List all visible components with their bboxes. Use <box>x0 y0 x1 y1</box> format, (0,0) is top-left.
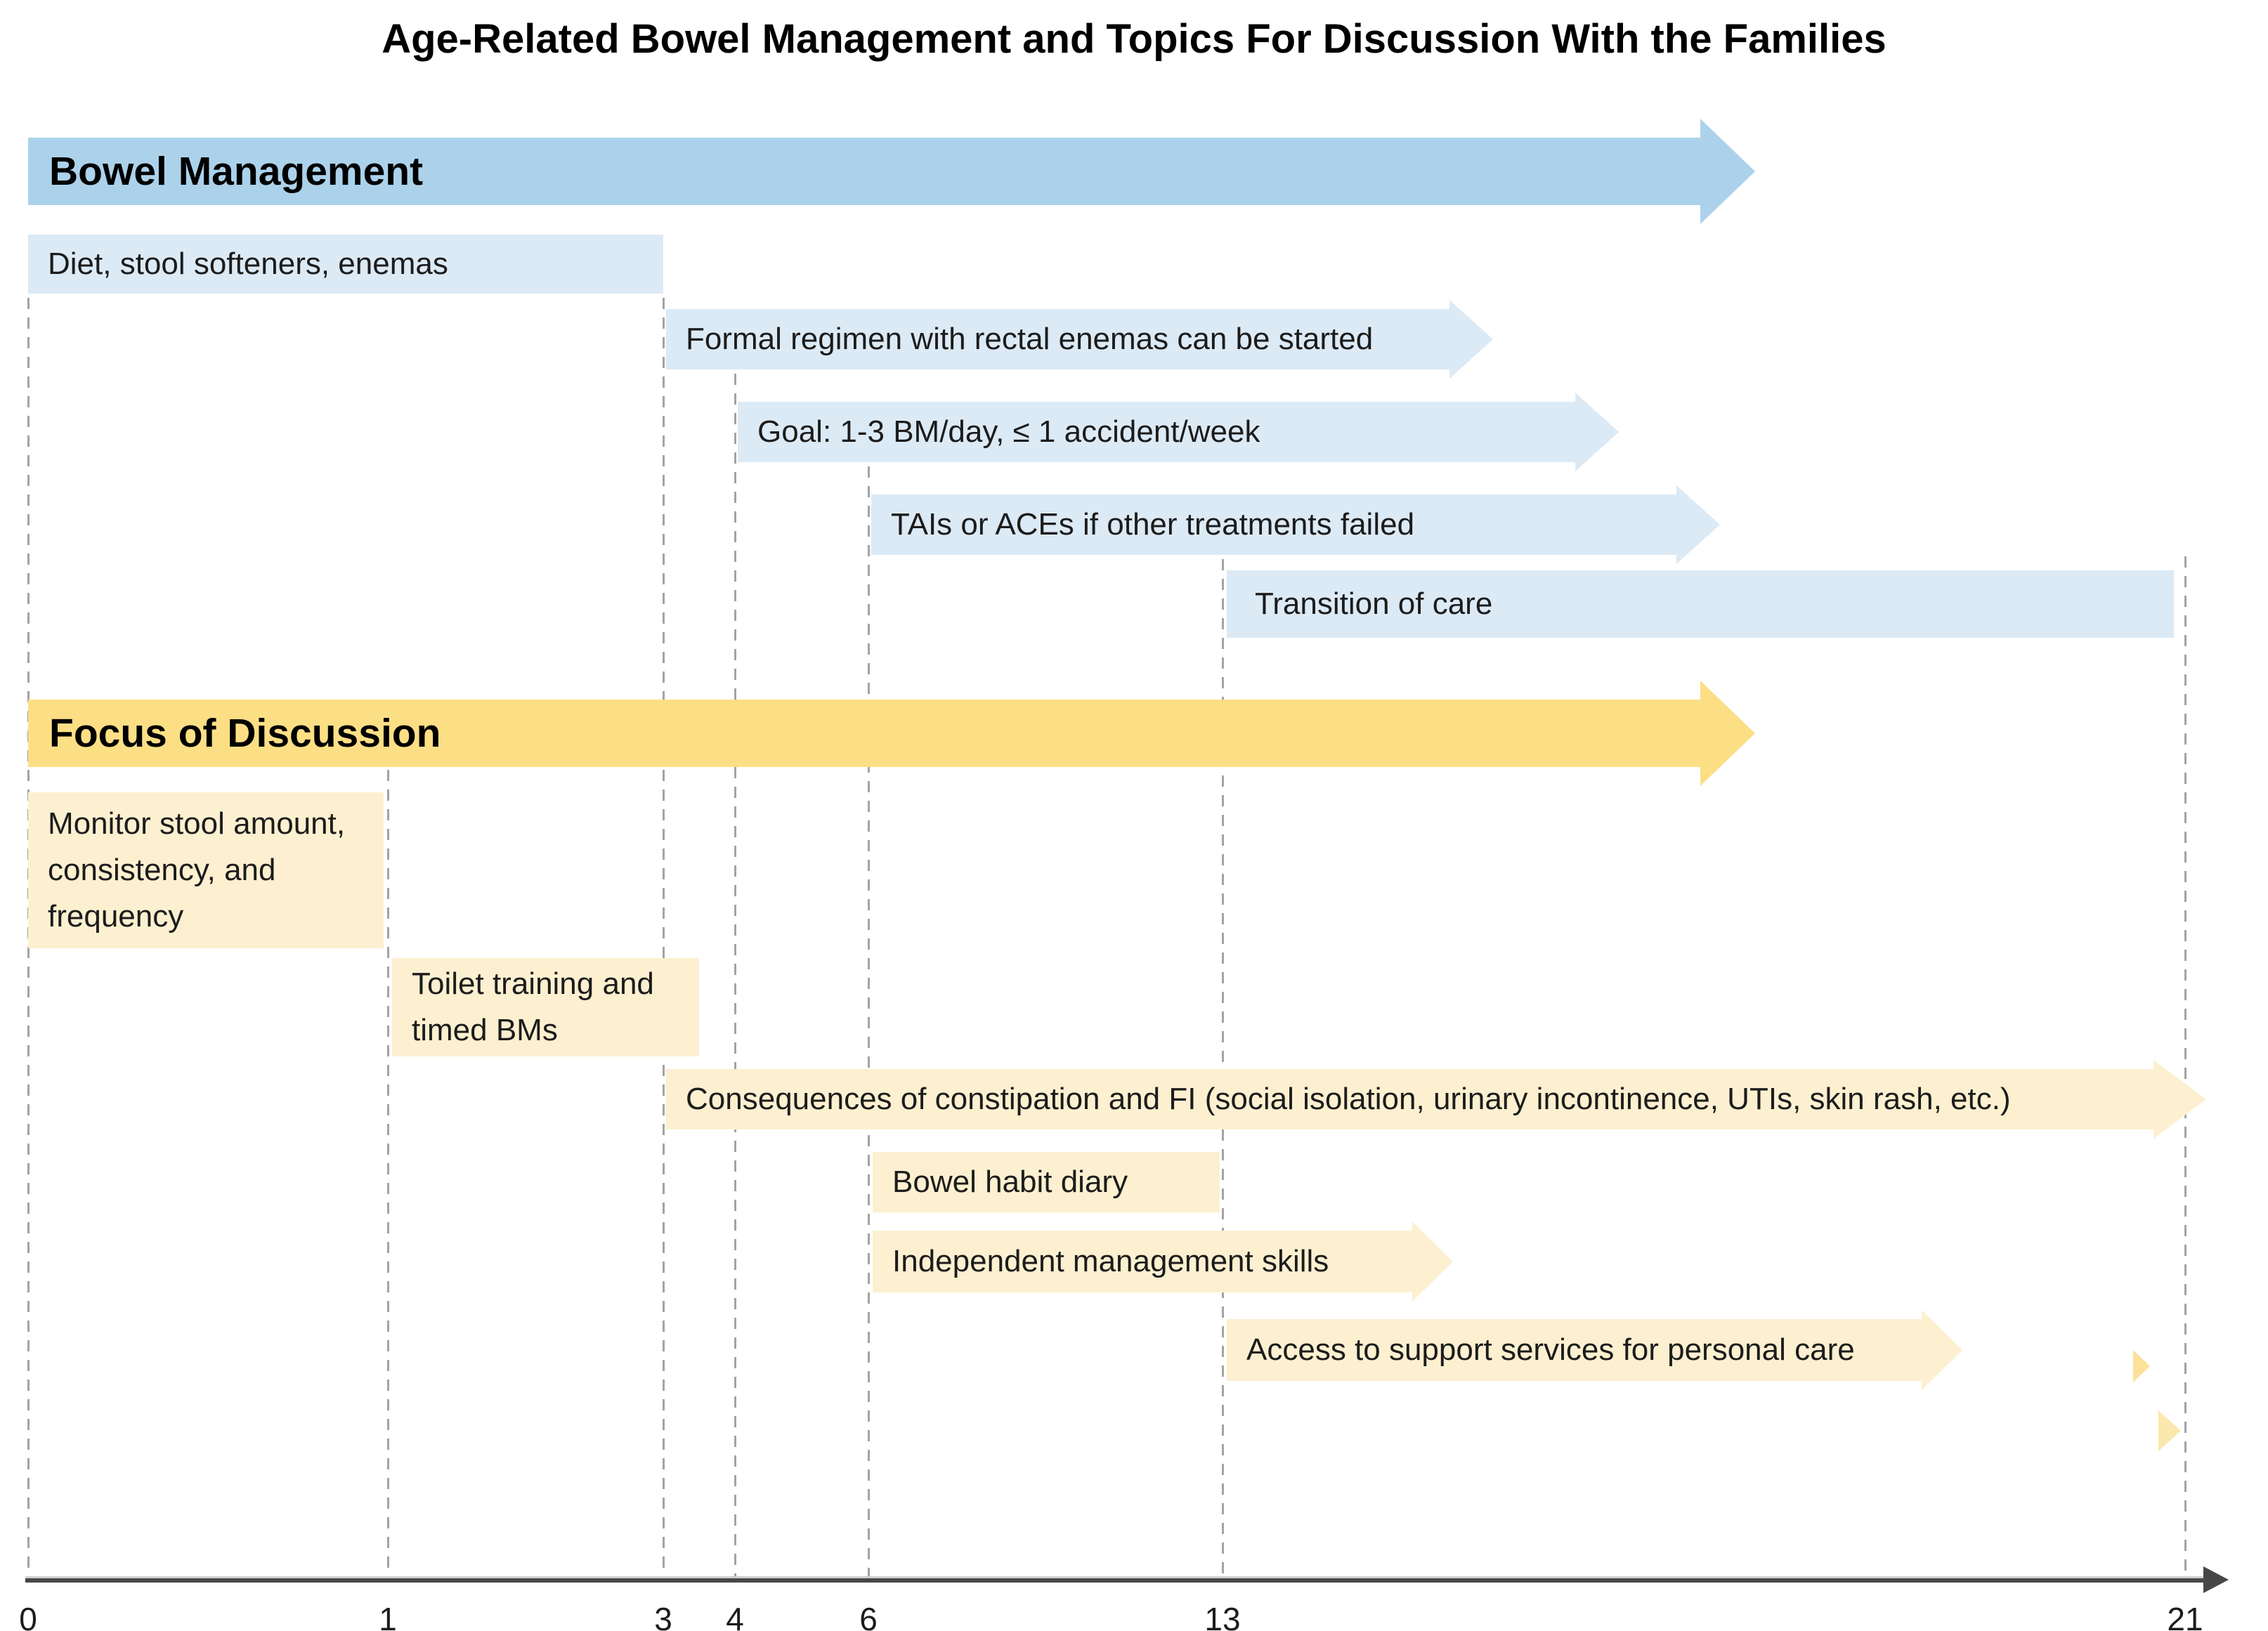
axis-tick-3: 3 <box>654 1601 672 1631</box>
formal-regimen-rectal-enemas-arrow-tip <box>1449 300 1493 379</box>
bar-monitor-stool: Monitor stool amount, consistency, and f… <box>28 792 384 948</box>
bar-goal-bm-accident: Goal: 1-3 BM/day, ≤ 1 accident/week <box>738 393 1619 471</box>
section-header-focus-of-discussion: Focus of Discussion <box>28 681 1755 786</box>
bar-access-support-services: Access to support services for personal … <box>1227 1310 1962 1390</box>
bowel-management-label: Bowel Management <box>49 149 424 194</box>
bar-diet-stool-softeners-enemas: Diet, stool softeners, enemas <box>28 235 663 294</box>
axis-tick-6: 6 <box>859 1601 878 1631</box>
gridline-age-1 <box>387 770 389 1579</box>
goal-bm-accident-arrow-tip <box>1575 393 1619 471</box>
bar-transition-of-care: Transition of care <box>1227 570 2174 638</box>
axis-tick-1: 1 <box>379 1601 397 1631</box>
bowel-habit-diary-label: Bowel habit diary <box>892 1165 1128 1199</box>
transition-of-care-label: Transition of care <box>1255 587 1493 621</box>
bowel-management-arrow-tip <box>1700 119 1755 224</box>
access-support-services-arrow-tip <box>1922 1310 1962 1390</box>
consequences-constipation-fi-arrow-tip <box>2153 1060 2206 1139</box>
age-axis-arrowhead-icon <box>2203 1566 2229 1593</box>
diet-stool-softeners-enemas-label: Diet, stool softeners, enemas <box>48 247 448 281</box>
bar-tais-or-aces: TAIs or ACEs if other treatments failed <box>871 485 1720 564</box>
gridline-age-4 <box>734 374 736 1579</box>
gridline-age-3 <box>663 298 665 1579</box>
consequences-constipation-fi-label: Consequences of constipation and FI (soc… <box>686 1082 2011 1116</box>
goal-bm-accident-label: Goal: 1-3 BM/day, ≤ 1 accident/week <box>757 414 1260 449</box>
figure-title: Age-Related Bowel Management and Topics … <box>382 16 1886 62</box>
bar-formal-regimen-rectal-enemas: Formal regimen with rectal enemas can be… <box>666 300 1493 379</box>
monitor-stool-label: Monitor stool amount, consistency, and f… <box>48 806 346 934</box>
focus-of-discussion-arrow-tip <box>1700 681 1755 786</box>
axis-tick-13: 13 <box>1204 1601 1241 1631</box>
axis-tick-21: 21 <box>2167 1601 2203 1631</box>
access-support-services-label: Access to support services for personal … <box>1246 1332 1855 1367</box>
focus-of-discussion-label: Focus of Discussion <box>49 711 441 756</box>
independent-management-skills-label: Independent management skills <box>892 1244 1329 1278</box>
section-header-bowel-management: Bowel Management <box>28 119 1755 224</box>
bar-consequences-constipation-fi: Consequences of constipation and FI (soc… <box>666 1060 2206 1139</box>
bar-toilet-training-timed-bms: Toilet training and timed BMs <box>392 958 699 1056</box>
gridline-age-6 <box>868 466 870 1579</box>
formal-regimen-rectal-enemas-label: Formal regimen with rectal enemas can be… <box>686 322 1374 356</box>
decorative-speck-1 <box>2133 1350 2150 1382</box>
independent-management-skills-arrow-tip <box>1412 1221 1453 1302</box>
tais-or-aces-label: TAIs or ACEs if other treatments failed <box>891 507 1415 542</box>
bar-independent-management-skills: Independent management skills <box>873 1221 1453 1302</box>
tais-or-aces-arrow-tip <box>1676 485 1720 564</box>
decorative-speck-2 <box>2158 1410 2181 1451</box>
bar-bowel-habit-diary: Bowel habit diary <box>873 1152 1220 1212</box>
age-axis-line <box>25 1576 2205 1583</box>
axis-tick-4: 4 <box>726 1601 744 1631</box>
axis-tick-0: 0 <box>19 1601 37 1631</box>
toilet-training-timed-bms-label: Toilet training and timed BMs <box>412 967 654 1047</box>
